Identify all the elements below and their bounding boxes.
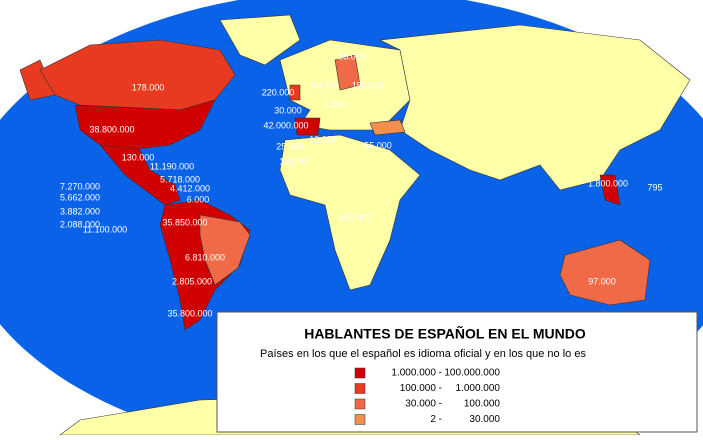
map-label: 97.000 [588, 276, 616, 286]
africa [279, 134, 421, 291]
legend-to: 30.000 [469, 414, 500, 425]
map-label: 2.088.000 [60, 219, 100, 229]
map-labels: 58.000 178.000 220.000 50.000 150.000 30.000 3… [60, 51, 663, 318]
asia [378, 24, 691, 191]
legend-to: 1.000.000 [456, 383, 501, 394]
map-label: 38.800.000 [89, 124, 134, 134]
legend-swatch [354, 383, 366, 394]
map-label: 6.810.000 [185, 252, 225, 262]
legend-swatch [354, 367, 366, 379]
map-label: 443.000 [339, 212, 372, 222]
spain [294, 117, 321, 136]
land [19, 14, 691, 436]
central-america [99, 144, 181, 206]
map-label: 25.000 [276, 141, 304, 151]
map-label: 30.000 [274, 105, 302, 115]
legend-title: HABLANTES DE ESPAÑOL EN EL MUNDO [304, 325, 586, 342]
map-label: 42.000.000 [263, 120, 308, 130]
map-label: 35.850.000 [162, 217, 207, 227]
map-label: 18.000 [279, 156, 307, 166]
map-label: 5.662.000 [60, 192, 100, 202]
map-label: 150.000 [352, 80, 385, 90]
brazil [199, 214, 251, 286]
legend-from: 1.000.000 - [391, 368, 442, 379]
map-label: 1.800.000 [588, 178, 628, 188]
scandinavia [334, 54, 361, 91]
map-label: 795 [647, 182, 662, 192]
map-label: 10.100 [309, 134, 337, 144]
legend-swatch [354, 414, 366, 425]
legend-box [216, 311, 698, 433]
greenland [219, 14, 301, 66]
legend: HABLANTES DE ESPAÑOL EN EL MUNDO Países … [216, 311, 698, 433]
map-label: 7.270.000 [60, 181, 100, 191]
uk [289, 84, 301, 101]
legend-from: 100.000 - [400, 383, 442, 394]
legend-swatch [354, 398, 366, 410]
map-label: 50.000 [311, 80, 339, 90]
canada [39, 39, 236, 111]
map-label: 130.000 [122, 152, 155, 162]
map-label: 5.718.000 [160, 174, 200, 184]
map-label: 178.000 [132, 82, 165, 92]
australia [559, 239, 651, 306]
legend-to: 100.000.000 [444, 368, 500, 379]
map-label: 3.000 [324, 99, 347, 109]
usa [74, 99, 216, 151]
map-label: 3.882.000 [60, 206, 100, 216]
philippines [599, 174, 621, 206]
map-label: 58.000 [338, 51, 366, 61]
map-label: 220.000 [262, 87, 295, 97]
map-label: 11.190.000 [150, 161, 194, 171]
map-label: 35.800.000 [167, 308, 212, 318]
map-label: 6.000 [187, 194, 210, 204]
map-label: 4.412.000 [170, 183, 210, 193]
legend-subtitle: Países en los que el español es idioma o… [260, 348, 586, 360]
legend-from: 2 - [430, 414, 442, 425]
map-label: 2.805.000 [172, 276, 212, 286]
legend-to: 100.000 [464, 399, 501, 410]
map-label: 55.000 [364, 140, 392, 150]
turkey [369, 119, 406, 136]
legend-from: 30.000 - [405, 399, 442, 410]
map-label: 11.100.000 [83, 224, 127, 234]
